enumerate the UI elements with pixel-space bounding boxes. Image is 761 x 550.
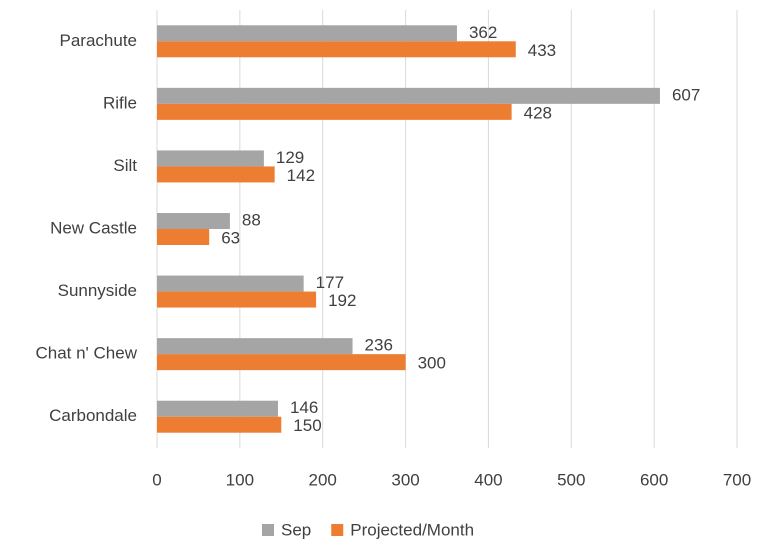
x-tick-label: 500 xyxy=(557,470,585,489)
bar xyxy=(157,275,304,292)
data-label: 428 xyxy=(524,103,552,122)
data-label: 63 xyxy=(221,228,240,247)
legend-swatch xyxy=(262,524,274,536)
bar xyxy=(157,150,264,167)
x-tick-label: 600 xyxy=(640,470,668,489)
bar xyxy=(157,87,660,104)
legend-label: Projected/Month xyxy=(350,520,474,539)
y-tick-label: Silt xyxy=(113,156,137,175)
data-label: 236 xyxy=(365,336,393,355)
y-tick-label: Chat n' Chew xyxy=(35,344,137,363)
bar xyxy=(157,213,230,229)
bar xyxy=(157,41,516,58)
legend-label: Sep xyxy=(281,520,311,539)
bar xyxy=(157,229,210,245)
y-tick-label: New Castle xyxy=(50,218,137,237)
data-label: 146 xyxy=(290,398,318,417)
y-tick-label: Carbondale xyxy=(49,406,137,425)
bar xyxy=(157,166,275,183)
x-tick-label: 0 xyxy=(152,470,161,489)
data-label: 362 xyxy=(469,23,497,42)
data-label: 607 xyxy=(672,85,700,104)
y-tick-label: Rifle xyxy=(103,93,137,112)
data-label: 88 xyxy=(242,210,261,229)
data-label: 433 xyxy=(528,41,556,60)
bar xyxy=(157,291,317,308)
y-tick-label: Parachute xyxy=(60,31,138,50)
x-tick-label: 400 xyxy=(474,470,502,489)
x-tick-label: 100 xyxy=(226,470,254,489)
bar xyxy=(157,416,282,433)
bar xyxy=(157,25,457,42)
data-label: 300 xyxy=(418,354,446,373)
data-label: 192 xyxy=(328,291,356,310)
data-label: 142 xyxy=(287,166,315,185)
x-tick-label: 300 xyxy=(391,470,419,489)
x-tick-label: 200 xyxy=(309,470,337,489)
data-label: 150 xyxy=(293,416,321,435)
legend-swatch xyxy=(331,524,344,536)
data-label: 129 xyxy=(276,148,304,167)
bar xyxy=(157,103,512,120)
bar xyxy=(157,354,406,371)
bar xyxy=(157,338,353,355)
x-tick-label: 700 xyxy=(723,470,751,489)
y-tick-label: Sunnyside xyxy=(58,281,137,300)
bar xyxy=(157,400,278,417)
data-label: 177 xyxy=(316,273,344,292)
